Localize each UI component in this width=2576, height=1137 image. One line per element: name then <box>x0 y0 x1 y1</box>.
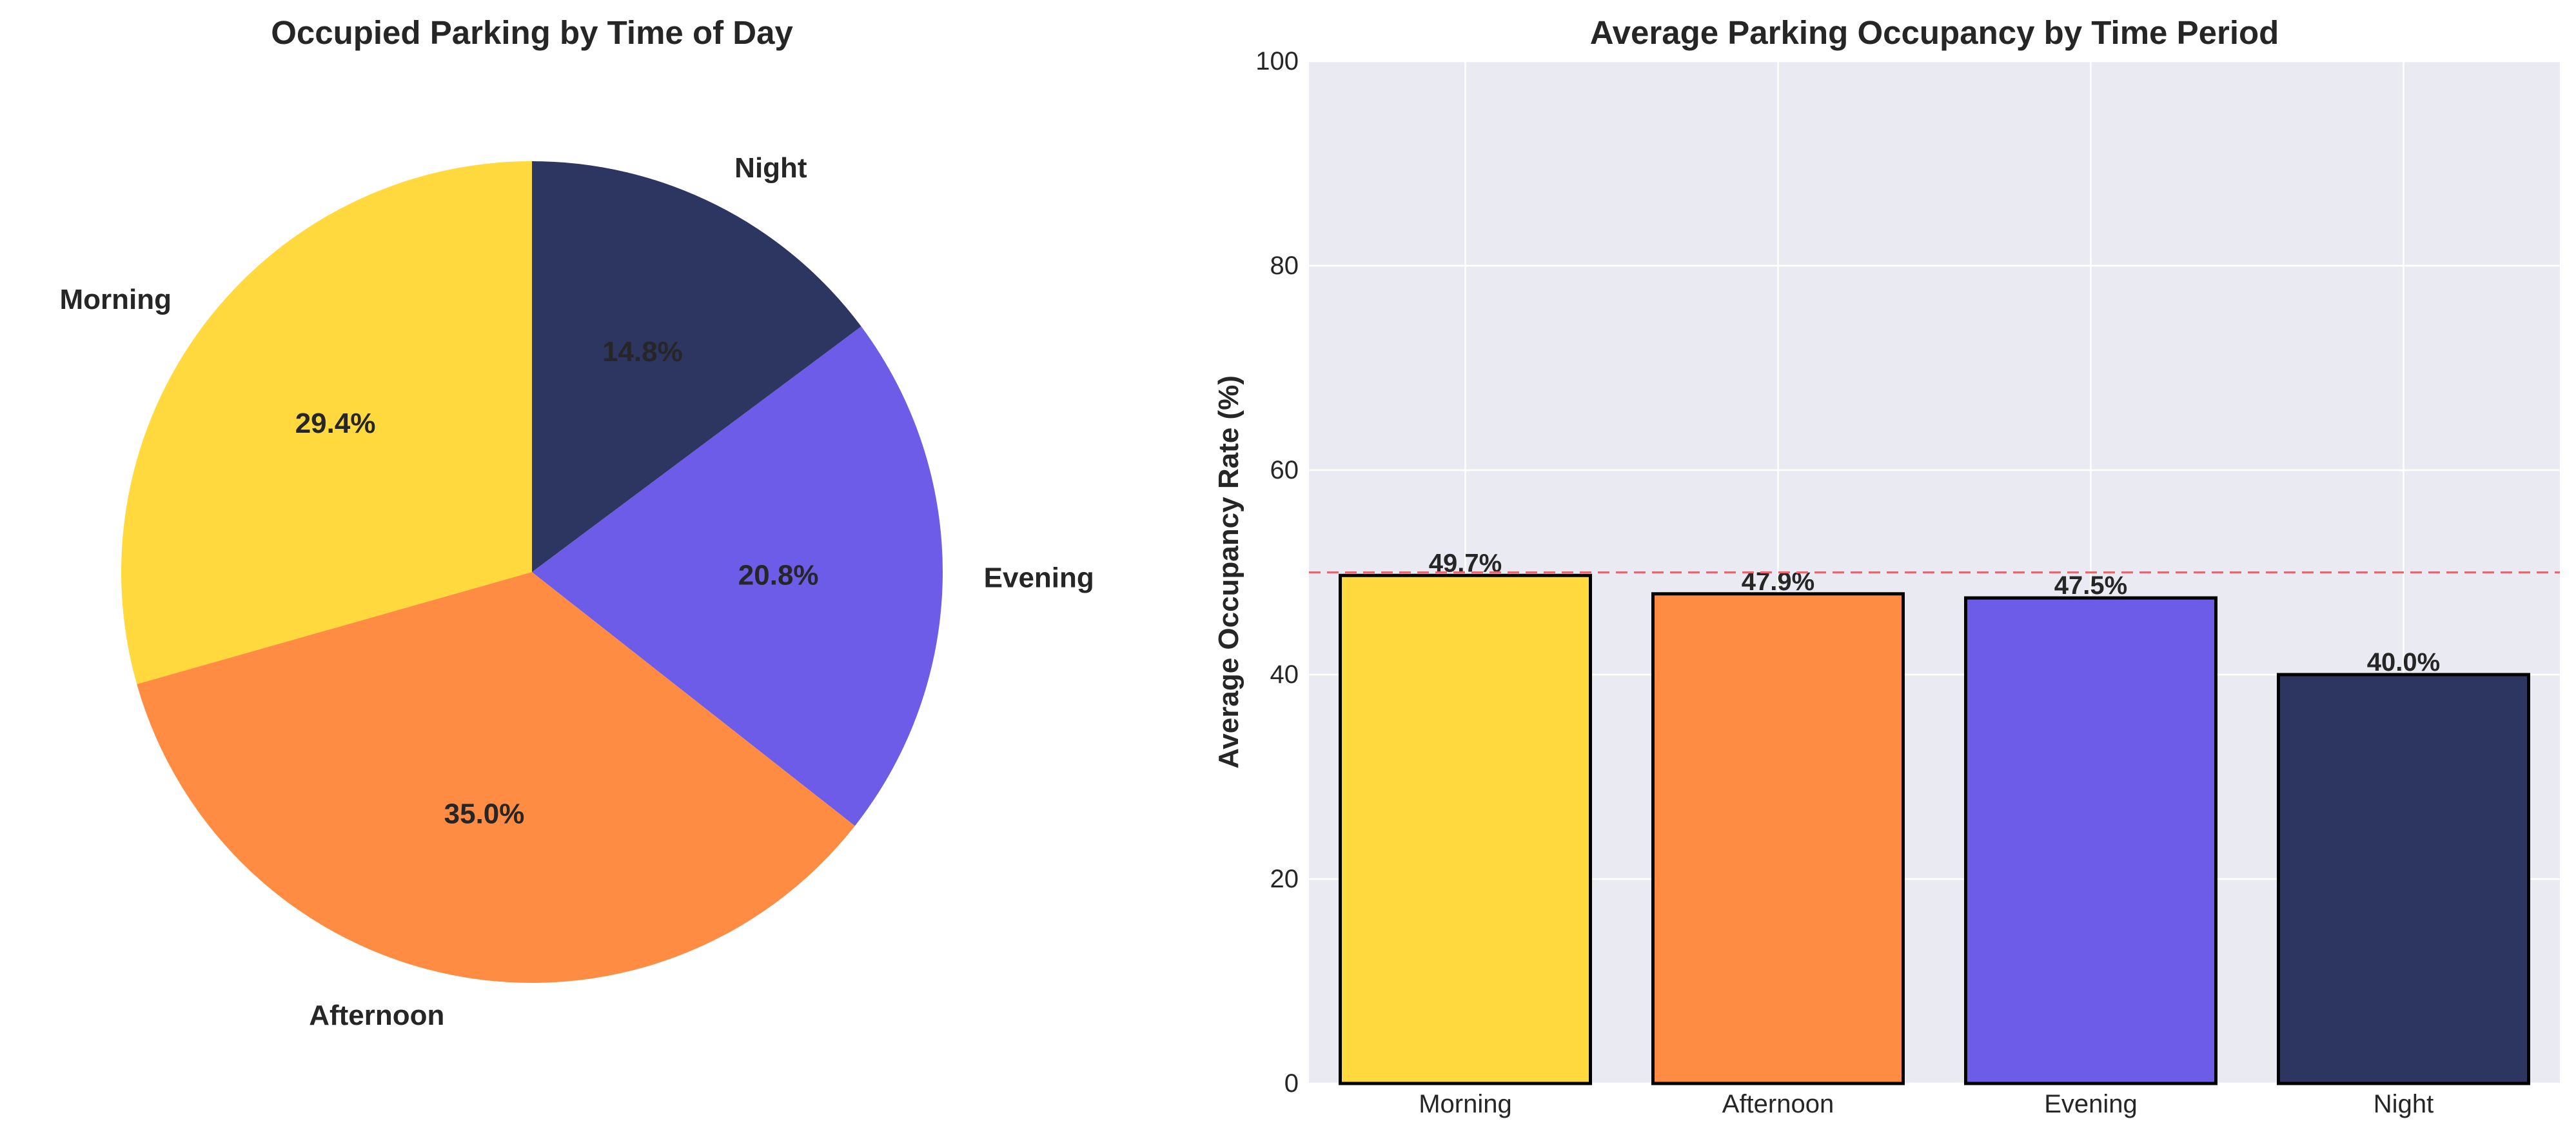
pie-chart-title: Occupied Parking by Time of Day <box>271 14 793 51</box>
pie-slice-morning <box>121 161 532 684</box>
pie-category-label-night: Night <box>734 152 807 184</box>
bars: 49.7%47.9% 47.5%40.0% <box>1339 549 2530 1085</box>
pie-chart: Occupied Parking by Time of Day 29.4% Mor… <box>59 14 1094 1031</box>
bar-value-label-night: 40.0% <box>2367 648 2440 677</box>
pie-category-label-afternoon: Afternoon <box>309 1000 444 1031</box>
x-tick-label-night: Night <box>2374 1090 2433 1118</box>
tick-labels: 0 20 40 60 80 100 Morning Afternoon Evening Night <box>1255 47 2433 1118</box>
bar-chart-title: Average Parking Occupancy by Time Period <box>1590 14 2279 51</box>
pie-slice-night <box>532 161 861 572</box>
pie-category-label-morning: Morning <box>59 284 172 315</box>
pie-slice-afternoon <box>137 572 855 983</box>
pie-slices <box>121 161 943 983</box>
y-axis-label: Average Occupancy Rate (%) <box>1213 375 1244 769</box>
bar-night <box>2277 673 2530 1085</box>
pie-pct-label-night: 14.8% <box>602 336 683 368</box>
y-tick-label-20: 20 <box>1270 865 1299 893</box>
bar-chart: Average Parking Occupancy by Time Period… <box>1213 14 2560 1118</box>
bar-morning <box>1339 573 1592 1085</box>
bar-evening <box>1964 596 2217 1085</box>
bar-value-label-evening: 47.5% <box>2054 571 2127 600</box>
x-tick-label-evening: Evening <box>2044 1090 2138 1118</box>
pie-slice-evening <box>532 326 943 826</box>
pie-pct-label-evening: 20.8% <box>738 559 819 591</box>
bar-afternoon <box>1651 592 1905 1085</box>
x-tick-label-afternoon: Afternoon <box>1722 1090 1834 1118</box>
y-tick-label-0: 0 <box>1284 1069 1299 1098</box>
y-tick-label-80: 80 <box>1270 252 1299 280</box>
pie-pct-label-morning: 29.4% <box>295 408 376 439</box>
pie-labels: 29.4% Morning 35.0% Afternoon 20.8% Evening 14… <box>59 152 1094 1031</box>
pie-pct-label-afternoon: 35.0% <box>444 798 525 829</box>
pie-category-label-evening: Evening <box>984 562 1094 593</box>
y-tick-label-60: 60 <box>1270 456 1299 484</box>
y-tick-label-40: 40 <box>1270 660 1299 689</box>
x-tick-label-morning: Morning <box>1419 1090 1512 1118</box>
y-tick-label-100: 100 <box>1255 47 1299 75</box>
